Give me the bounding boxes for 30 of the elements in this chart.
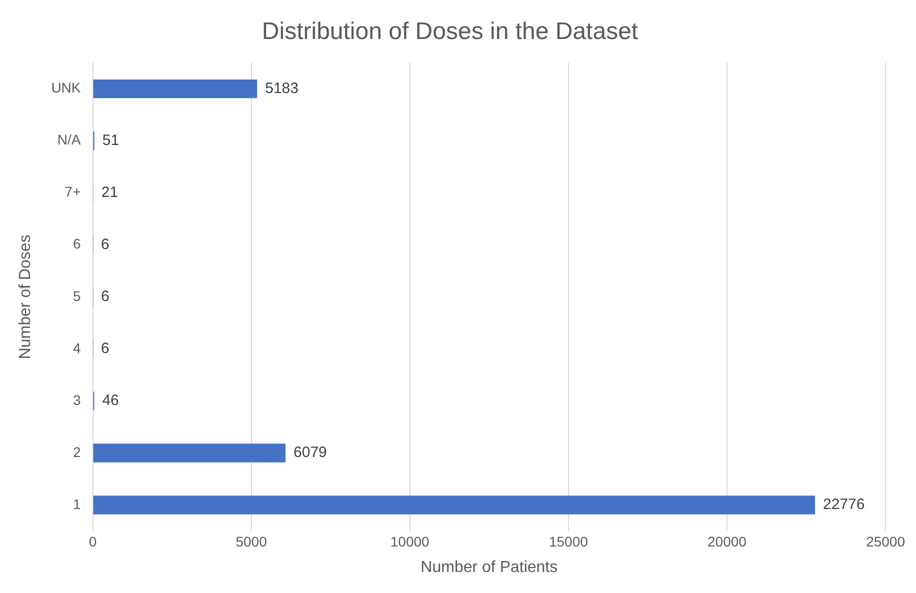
x-tick-label: 20000: [708, 533, 747, 550]
data-label: 51: [102, 132, 120, 149]
y-axis-title: Number of Doses: [17, 234, 34, 360]
x-tick-label: 0: [88, 533, 97, 550]
data-label: 5183: [265, 80, 298, 97]
x-tick-label: 10000: [390, 533, 430, 550]
y-tick-label: N/A: [57, 132, 82, 148]
y-tick-label: 2: [72, 444, 81, 460]
data-label: 21: [101, 184, 118, 201]
data-label: 6: [100, 288, 110, 306]
chart-title: Distribution of Doses in the Dataset: [262, 18, 638, 46]
bar: [93, 444, 286, 462]
y-tick-label: 3: [72, 392, 81, 408]
x-tick-label: 25000: [866, 533, 906, 550]
x-tick-label: 5000: [236, 533, 268, 550]
y-tick-label: 5: [72, 288, 81, 304]
y-tick-label: 1: [72, 496, 81, 512]
data-label: 6079: [294, 444, 327, 462]
bar: [93, 496, 816, 514]
y-tick-label: UNK: [51, 80, 82, 96]
data-label: 6: [100, 236, 110, 254]
data-label: 6: [100, 340, 110, 358]
data-label: 46: [102, 392, 119, 410]
data-label: 22776: [823, 496, 865, 514]
y-tick-label: 6: [72, 236, 81, 252]
x-tick-label: 15000: [548, 533, 588, 550]
x-axis-title: Number of Patients: [420, 558, 558, 576]
bar: [93, 79, 258, 98]
y-tick-label: 4: [72, 340, 81, 356]
y-tick-label: 7+: [64, 184, 81, 200]
